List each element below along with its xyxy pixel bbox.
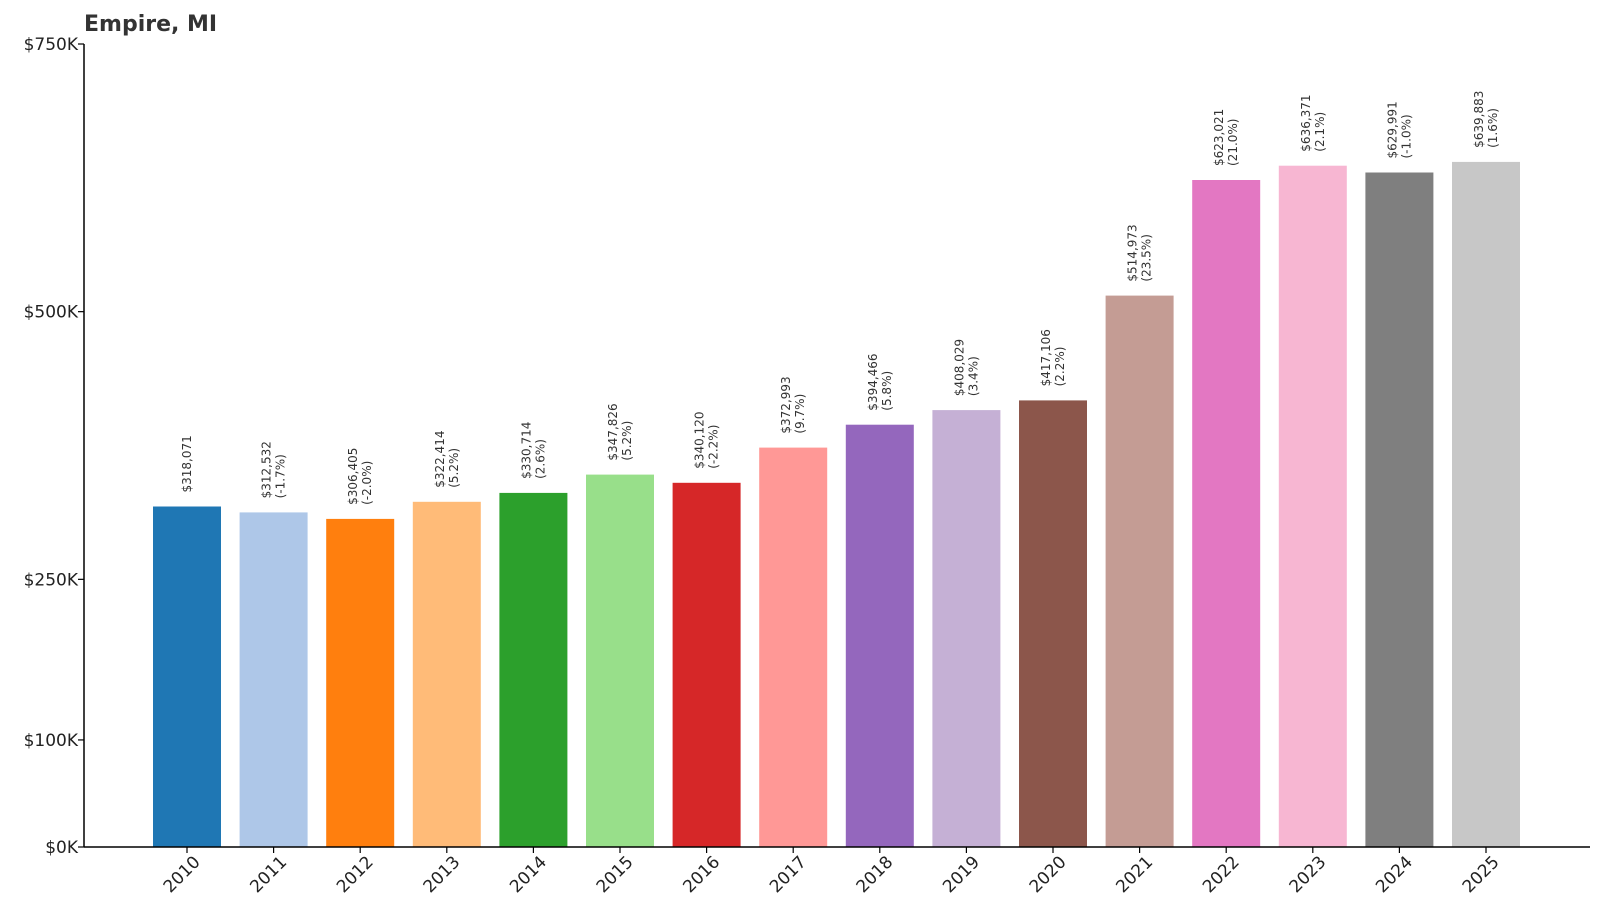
- x-tick-label: 2018: [853, 852, 898, 897]
- data-label-2014: $330,714(2.6%): [519, 422, 547, 479]
- bars: [153, 161, 1520, 848]
- y-tick-label: $250K: [24, 570, 79, 590]
- y-tick-label: $0K: [45, 838, 79, 858]
- data-label-2017: $372,993(9.7%): [779, 376, 807, 433]
- data-label-2025: $639,883(1.6%): [1472, 91, 1500, 148]
- x-tick-label: 2017: [766, 852, 811, 897]
- chart-title: Empire, MI: [84, 12, 218, 37]
- bar-2018: [845, 424, 914, 847]
- bar-2010: [153, 506, 221, 847]
- x-tick-label: 2019: [939, 852, 984, 897]
- x-tick-label: 2023: [1286, 852, 1331, 897]
- bar-2023: [1278, 165, 1347, 847]
- data-label-2018: $394,466(5.8%): [866, 353, 894, 410]
- x-tick-label: 2016: [679, 852, 724, 897]
- bar-2014: [499, 492, 568, 847]
- data-label-2020: $417,106(2.2%): [1039, 329, 1067, 386]
- bar-2011: [239, 512, 308, 847]
- data-label-2011: $312,532(-1.7%): [260, 441, 288, 498]
- data-label-2021: $514,973(23.5%): [1126, 224, 1154, 281]
- data-label-2013: $322,414(5.2%): [433, 431, 461, 488]
- bar-2021: [1105, 295, 1174, 848]
- x-tick-label: 2010: [160, 852, 205, 897]
- x-tick-label: 2015: [593, 852, 638, 897]
- data-label-2016: $340,120(-2.2%): [693, 412, 721, 469]
- data-label-2019: $408,029(3.4%): [952, 339, 980, 396]
- data-label-2012: $306,405(-2.0%): [346, 448, 374, 505]
- bar-2022: [1192, 180, 1261, 847]
- bar-2013: [412, 501, 481, 847]
- y-tick-label: $750K: [24, 35, 79, 55]
- data-label-2023: $636,371(2.1%): [1299, 94, 1327, 151]
- x-tick-label: 2020: [1026, 852, 1071, 897]
- x-tick-label: 2024: [1372, 852, 1417, 897]
- bar-2025: [1452, 161, 1520, 847]
- y-tick-label: $100K: [24, 731, 79, 751]
- bar-2015: [586, 474, 654, 847]
- y-tick-label: $500K: [24, 303, 79, 323]
- x-tick-label: 2012: [333, 852, 378, 897]
- x-tick-label: 2025: [1459, 852, 1504, 897]
- x-tick-label: 2021: [1112, 852, 1157, 897]
- data-label-2010: $318,071: [180, 435, 194, 492]
- x-tick-label: 2022: [1199, 852, 1244, 897]
- bar-2017: [759, 447, 828, 847]
- data-label-2024: $629,991(-1.0%): [1385, 101, 1413, 158]
- bar-2024: [1365, 172, 1434, 847]
- x-tick-label: 2013: [420, 852, 465, 897]
- data-labels: $318,071 $312,532(-1.7%) $306,405(-2.0%) $3…: [180, 91, 1500, 505]
- x-tick-label: 2011: [246, 852, 291, 897]
- bar-2019: [932, 410, 1001, 847]
- bar-2016: [672, 482, 741, 847]
- bar-2012: [326, 518, 395, 847]
- data-label-2022: $623,021(21.0%): [1212, 109, 1240, 166]
- x-tick-label: 2014: [506, 852, 551, 897]
- bar-2020: [1019, 400, 1087, 847]
- data-label-2015: $347,826(5.2%): [606, 403, 634, 460]
